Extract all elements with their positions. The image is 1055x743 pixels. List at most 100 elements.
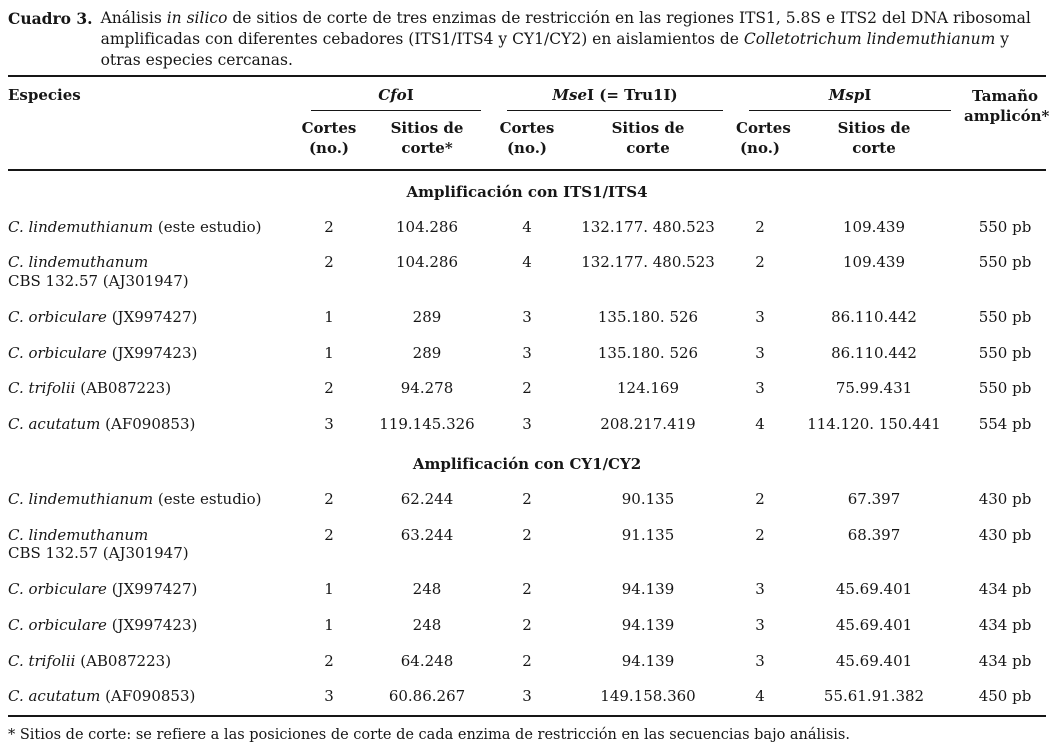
species-name: C. trifolii	[8, 651, 76, 670]
table-header: Especies CfoI MseI (= Tru1I) MspI Tamaño…	[8, 76, 1049, 171]
species-note: (este estudio)	[153, 489, 262, 508]
amplicon-size: 434 pb	[978, 580, 1032, 599]
amplicon-size: 550 pb	[978, 307, 1032, 326]
amplicon-size: 434 pb	[978, 615, 1032, 634]
msei-cuts: 2	[522, 615, 532, 634]
species-name: C. lindemuthanum	[8, 253, 149, 272]
msei-sites: 132.177. 480.523	[581, 217, 715, 236]
table-row: C. lindemuthanum CBS 132.57 (AJ301947) 2 …	[8, 245, 1046, 300]
species-name: C. acutatum	[8, 415, 101, 434]
cfoi-sites: 248	[412, 615, 442, 634]
mspi-cuts: 3	[755, 343, 765, 362]
cfoi-sites: 60.86.267	[388, 687, 466, 706]
table-row: C. lindemuthanum CBS 132.57 (AJ301947) 2 …	[8, 518, 1046, 573]
table-caption: Cuadro 3. Análisis in silico de sitios d…	[8, 8, 1046, 71]
species-name: C. orbiculare	[8, 307, 107, 326]
msei-sites: 90.135	[621, 489, 675, 508]
caption-text: Análisis in silico de sitios de corte de…	[101, 8, 1046, 71]
enzyme-suffix: I	[406, 86, 414, 105]
msei-sites: 149.158.360	[600, 687, 696, 706]
cfoi-cuts: 1	[324, 343, 334, 362]
msei-sites: 94.139	[621, 615, 675, 634]
msei-sites: 94.139	[621, 580, 675, 599]
cfoi-cuts: 3	[324, 687, 334, 706]
mspi-cuts: 2	[755, 489, 765, 508]
mspi-sites: 67.397	[847, 489, 901, 508]
mspi-sites: 55.61.91.382	[823, 687, 925, 706]
cfoi-sites: 64.248	[400, 651, 454, 670]
msei-cuts: 3	[522, 307, 532, 326]
mspi-cuts: 2	[755, 253, 765, 272]
msei-cuts: 3	[522, 687, 532, 706]
amplicon-size: 430 pb	[978, 489, 1032, 508]
mspi-cuts: 3	[755, 379, 765, 398]
mspi-sites: 68.397	[847, 525, 901, 544]
cfoi-sites: 62.244	[400, 489, 454, 508]
cfoi-cuts: 1	[324, 615, 334, 634]
msei-cuts: 3	[522, 343, 532, 362]
species-note: (JX997423)	[106, 343, 198, 362]
msei-cuts: 2	[522, 525, 532, 544]
species-accession: CBS 132.57 (AJ301947)	[8, 272, 189, 291]
caption-segment: y otras especies cercanas.	[100, 30, 1010, 70]
mspi-cuts: 3	[755, 580, 765, 599]
species-note: (este estudio)	[153, 217, 262, 236]
subcol-mspi-cortes: Cortes (no.)	[736, 111, 791, 171]
species-name: C. lindemuthianum	[8, 217, 154, 236]
species-name: C. lindemuthanum	[8, 525, 149, 544]
msei-sites: 135.180. 526	[597, 343, 699, 362]
msei-sites: 124.169	[616, 379, 680, 398]
amplicon-size: 550 pb	[978, 253, 1032, 272]
mspi-sites: 86.110.442	[831, 307, 917, 326]
table-row: C. orbiculare (JX997423) 1 248 2 94.139 …	[8, 608, 1046, 644]
enzyme-name-cfoi: Cfo	[378, 86, 407, 105]
cfoi-sites: 119.145.326	[379, 415, 475, 434]
table-number-label: Cuadro 3.	[8, 9, 93, 28]
mspi-cuts: 4	[755, 415, 765, 434]
msei-cuts: 4	[522, 217, 532, 236]
cfoi-cuts: 1	[324, 580, 334, 599]
table-row: C. acutatum (AF090853) 3 119.145.326 3 2…	[8, 407, 1046, 443]
amplicon-size: 550 pb	[978, 343, 1032, 362]
cfoi-sites: 94.278	[400, 379, 454, 398]
species-name: C. orbiculare	[8, 343, 107, 362]
subcol-cfoi-sitios: Sitios de corte*	[360, 111, 494, 171]
species-note: (JX997423)	[106, 615, 198, 634]
mspi-sites: 109.439	[842, 217, 906, 236]
caption-segment: de sitios de corte de tres enzimas de re…	[100, 9, 1031, 49]
mspi-cuts: 3	[755, 307, 765, 326]
amplicon-size: 550 pb	[978, 379, 1032, 398]
msei-cuts: 3	[522, 415, 532, 434]
mspi-sites: 86.110.442	[831, 343, 917, 362]
mspi-sites: 75.99.431	[835, 379, 913, 398]
msei-cuts: 2	[522, 379, 532, 398]
species-name: C. acutatum	[8, 687, 101, 706]
amplicon-size: 550 pb	[978, 217, 1032, 236]
cfoi-sites: 104.286	[395, 217, 459, 236]
mspi-cuts: 3	[755, 615, 765, 634]
mspi-sites: 45.69.401	[835, 651, 913, 670]
msei-sites: 91.135	[621, 525, 675, 544]
species-note: (JX997427)	[106, 580, 198, 599]
msei-sites: 94.139	[621, 651, 675, 670]
species-note: (AF090853)	[100, 687, 196, 706]
sub-header-row: Cortes (no.) Sitios de corte* Cortes (no…	[8, 111, 1046, 171]
cfoi-cuts: 1	[324, 307, 334, 326]
msei-cuts: 2	[522, 489, 532, 508]
enzyme-suffix: I	[864, 86, 872, 105]
msei-cuts: 2	[522, 580, 532, 599]
enzyme-name-mspi: Msp	[828, 86, 865, 105]
msei-cuts: 2	[522, 651, 532, 670]
caption-segment: Análisis	[100, 9, 167, 27]
mspi-cuts: 4	[755, 687, 765, 706]
table-body: Amplificación con ITS1/ITS4 C. lindemuth…	[8, 170, 1046, 717]
subcol-cfoi-cortes: Cortes (no.)	[298, 111, 360, 171]
amplicon-size: 434 pb	[978, 651, 1032, 670]
caption-species-name: Colletotrichum lindemuthianum	[743, 30, 996, 49]
table-row: C. acutatum (AF090853) 3 60.86.267 3 149…	[8, 679, 1046, 716]
mspi-sites: 114.120. 150.441	[807, 415, 941, 434]
species-note: (AF090853)	[100, 415, 196, 434]
msei-sites: 135.180. 526	[597, 307, 699, 326]
cfoi-sites: 248	[412, 580, 442, 599]
caption-italic-term: in silico	[166, 9, 228, 27]
